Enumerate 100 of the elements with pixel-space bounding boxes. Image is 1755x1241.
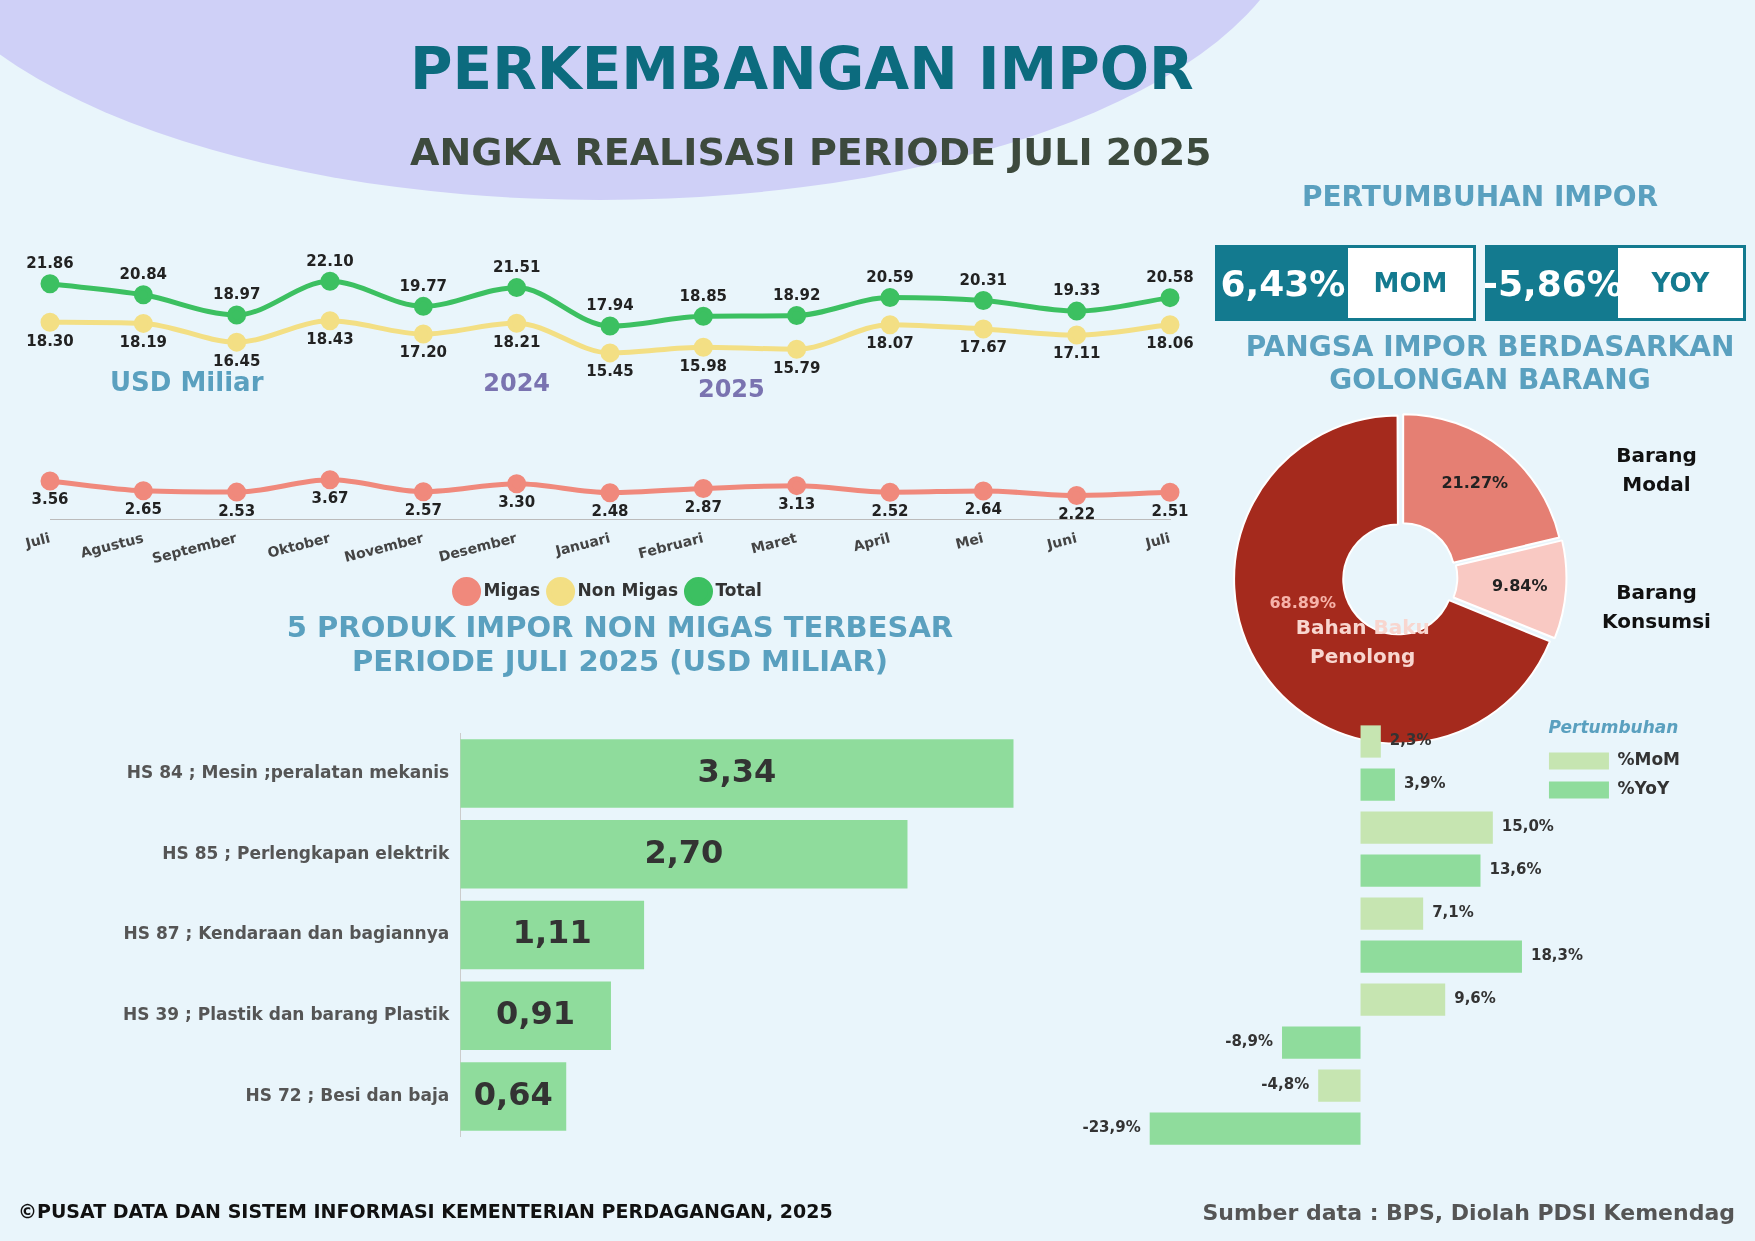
data-label: 15.45 xyxy=(586,362,634,381)
bar xyxy=(1282,1026,1361,1059)
bar xyxy=(460,819,908,889)
point xyxy=(600,343,620,363)
data-label: 18.21 xyxy=(492,332,541,351)
y-tick-label: HS 87 ; Kendaraan dan bagiannya xyxy=(123,923,450,944)
data-label: 0,91 xyxy=(496,994,576,1033)
data-label: 3.56 xyxy=(31,490,69,509)
data-label: 3.67 xyxy=(311,489,349,508)
legend-label: Total xyxy=(715,579,762,600)
point xyxy=(320,470,340,490)
data-label: 19.77 xyxy=(399,276,448,295)
text: YOY xyxy=(1651,268,1710,298)
data-label: 2.51 xyxy=(1151,501,1189,520)
text: 6,43% xyxy=(1218,248,1348,318)
point xyxy=(133,481,153,501)
data-label: 2.48 xyxy=(591,502,629,521)
bar xyxy=(460,981,611,1051)
data-label: 18.06 xyxy=(1146,334,1194,353)
legend-label: %YoY xyxy=(1617,778,1670,799)
legend-label: Migas xyxy=(483,579,541,600)
data-label: 18.97 xyxy=(212,285,261,304)
data-label: 17.20 xyxy=(399,343,448,362)
bar xyxy=(460,900,645,970)
point xyxy=(1160,482,1180,502)
data-label: 21.51 xyxy=(492,258,541,276)
point xyxy=(1067,325,1087,345)
point xyxy=(880,288,900,308)
data-label: 17.67 xyxy=(959,338,1008,357)
data-label: 3,34 xyxy=(697,751,777,790)
data-label: 15.98 xyxy=(679,356,728,375)
data-label: -4,8% xyxy=(1261,1075,1310,1094)
annotation: 2024 xyxy=(483,368,551,397)
data-label: 3.13 xyxy=(778,495,816,514)
y-tick-label: HS 72 ; Besi dan baja xyxy=(245,1084,450,1105)
y-tick-label: HS 84 ; Mesin ;peralatan mekanis xyxy=(126,761,450,782)
point xyxy=(693,337,713,357)
data-label: 18.43 xyxy=(306,330,354,349)
point xyxy=(787,339,807,359)
data-label: 18.19 xyxy=(119,332,168,351)
data-label: 21.86 xyxy=(26,254,74,273)
point xyxy=(600,483,620,503)
point xyxy=(40,471,60,491)
slice-label: Barang Modal xyxy=(1616,443,1697,497)
data-label: 18,3% xyxy=(1530,946,1583,965)
data-label: 22.10 xyxy=(306,251,354,270)
point xyxy=(787,306,807,326)
data-label: 0,64 xyxy=(473,1074,553,1113)
point xyxy=(320,311,340,331)
point xyxy=(413,482,433,502)
bar xyxy=(1360,768,1395,801)
point xyxy=(693,478,713,498)
legend-title: Pertumbuhan xyxy=(1548,716,1679,737)
data-label: 2,70 xyxy=(644,832,724,871)
data-label: 18.85 xyxy=(679,286,728,305)
data-label: -23,9% xyxy=(1082,1118,1141,1137)
point xyxy=(40,312,60,332)
point xyxy=(1067,485,1087,505)
data-label: 20.58 xyxy=(1146,268,1194,287)
x-tick-label: April xyxy=(851,529,892,555)
point xyxy=(507,278,527,298)
data-label: 2.65 xyxy=(124,500,162,519)
point xyxy=(693,306,713,326)
data-label: -8,9% xyxy=(1225,1032,1274,1051)
data-label: 7,1% xyxy=(1432,903,1474,922)
bar xyxy=(1360,854,1481,887)
point xyxy=(40,274,60,294)
point xyxy=(880,315,900,335)
legend-label: %MoM xyxy=(1617,749,1680,770)
data-label: 13,6% xyxy=(1489,860,1542,879)
chart-title: 5 PRODUK IMPOR NON MIGAS TERBESAR PERIODE JULI 2025 (USD MILIAR) xyxy=(285,610,955,678)
y-tick-label: HS 39 ; Plastik dan barang Plastik xyxy=(122,1004,450,1025)
bar xyxy=(1318,1069,1361,1102)
point xyxy=(133,313,153,333)
data-label: 20.84 xyxy=(119,265,168,284)
data-label: 17.94 xyxy=(586,296,634,315)
bar xyxy=(1360,940,1522,973)
point xyxy=(600,316,620,336)
data-label: 2.57 xyxy=(404,501,442,520)
point xyxy=(507,474,527,494)
point xyxy=(973,291,993,311)
point xyxy=(227,482,247,502)
data-label: 17.11 xyxy=(1052,344,1101,363)
bar xyxy=(1149,1112,1361,1145)
data-label: 21.27% xyxy=(1441,473,1509,493)
data-label: 19.33 xyxy=(1052,281,1101,300)
chart-subtitle: ANGKA REALISASI PERIODE JULI 2025 xyxy=(410,130,1212,174)
data-label: 1,11 xyxy=(512,913,592,952)
x-tick-label: Juli xyxy=(1142,529,1172,552)
point xyxy=(227,332,247,352)
data-label: 18.07 xyxy=(866,334,914,353)
point xyxy=(1067,301,1087,321)
bar xyxy=(460,739,1014,808)
data-label: 3,9% xyxy=(1403,774,1446,793)
legend-label: Non Migas xyxy=(577,579,678,600)
point xyxy=(787,476,807,496)
x-tick-label: Juli xyxy=(22,529,52,552)
data-label: 20.31 xyxy=(959,270,1008,289)
data-label: 2.52 xyxy=(871,501,909,520)
text: Sumber data : BPS, Diolah PDSI Kemendag xyxy=(1202,1200,1735,1225)
